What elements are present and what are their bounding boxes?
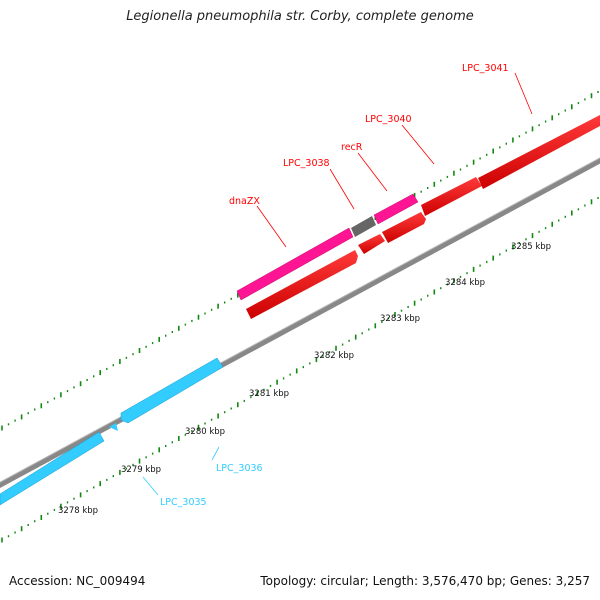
gene-dnaZX-rna[interactable] [236,227,354,301]
accession-text: Accession: NC_009494 [9,574,146,588]
gene-label-LPC_3036: LPC_3036 [216,463,263,474]
scale-label-3282: 3282 kbp [314,351,354,361]
gene-LPC_3040[interactable] [421,177,482,216]
gene-label-LPC_3038: LPC_3038 [283,158,330,169]
gene-label-LPC_3035: LPC_3035 [160,497,207,508]
inner-tick-row [1,197,599,543]
scale-label-3285: 3285 kbp [511,242,551,252]
map-title: Legionella pneumophila str. Corby, compl… [126,9,474,24]
scale-label-3278: 3278 kbp [58,506,98,516]
scale-label-3279: 3279 kbp [121,465,161,475]
gene-label-dnaZX: dnaZX [229,196,260,207]
gene-LPC_3036-arrowhead[interactable] [109,423,118,431]
gene-LPC_3035[interactable] [0,431,105,506]
gene-leader-lines [142,72,533,496]
scale-label-3284: 3284 kbp [445,278,485,288]
gene-recR[interactable] [382,212,426,243]
genome-summary-text: Topology: circular; Length: 3,576,470 bp… [260,574,590,588]
scale-label-3280: 3280 kbp [185,427,225,437]
gene-dnaZX[interactable] [246,250,358,319]
feature-gray[interactable] [351,216,376,237]
genome-backbone [0,157,600,489]
scale-label-3281: 3281 kbp [249,389,289,399]
gene-label-LPC_3040: LPC_3040 [365,114,412,125]
gene-recR-rna[interactable] [373,193,419,225]
genome-backbone-highlight [0,157,600,483]
gene-LPC_3036[interactable] [120,357,224,424]
gene-LPC_3041[interactable] [478,115,600,189]
gene-label-recR: recR [341,142,363,153]
gene-label-LPC_3041: LPC_3041 [462,63,509,74]
scale-label-3283: 3283 kbp [380,314,420,324]
gene-LPC_3038[interactable] [358,234,385,254]
